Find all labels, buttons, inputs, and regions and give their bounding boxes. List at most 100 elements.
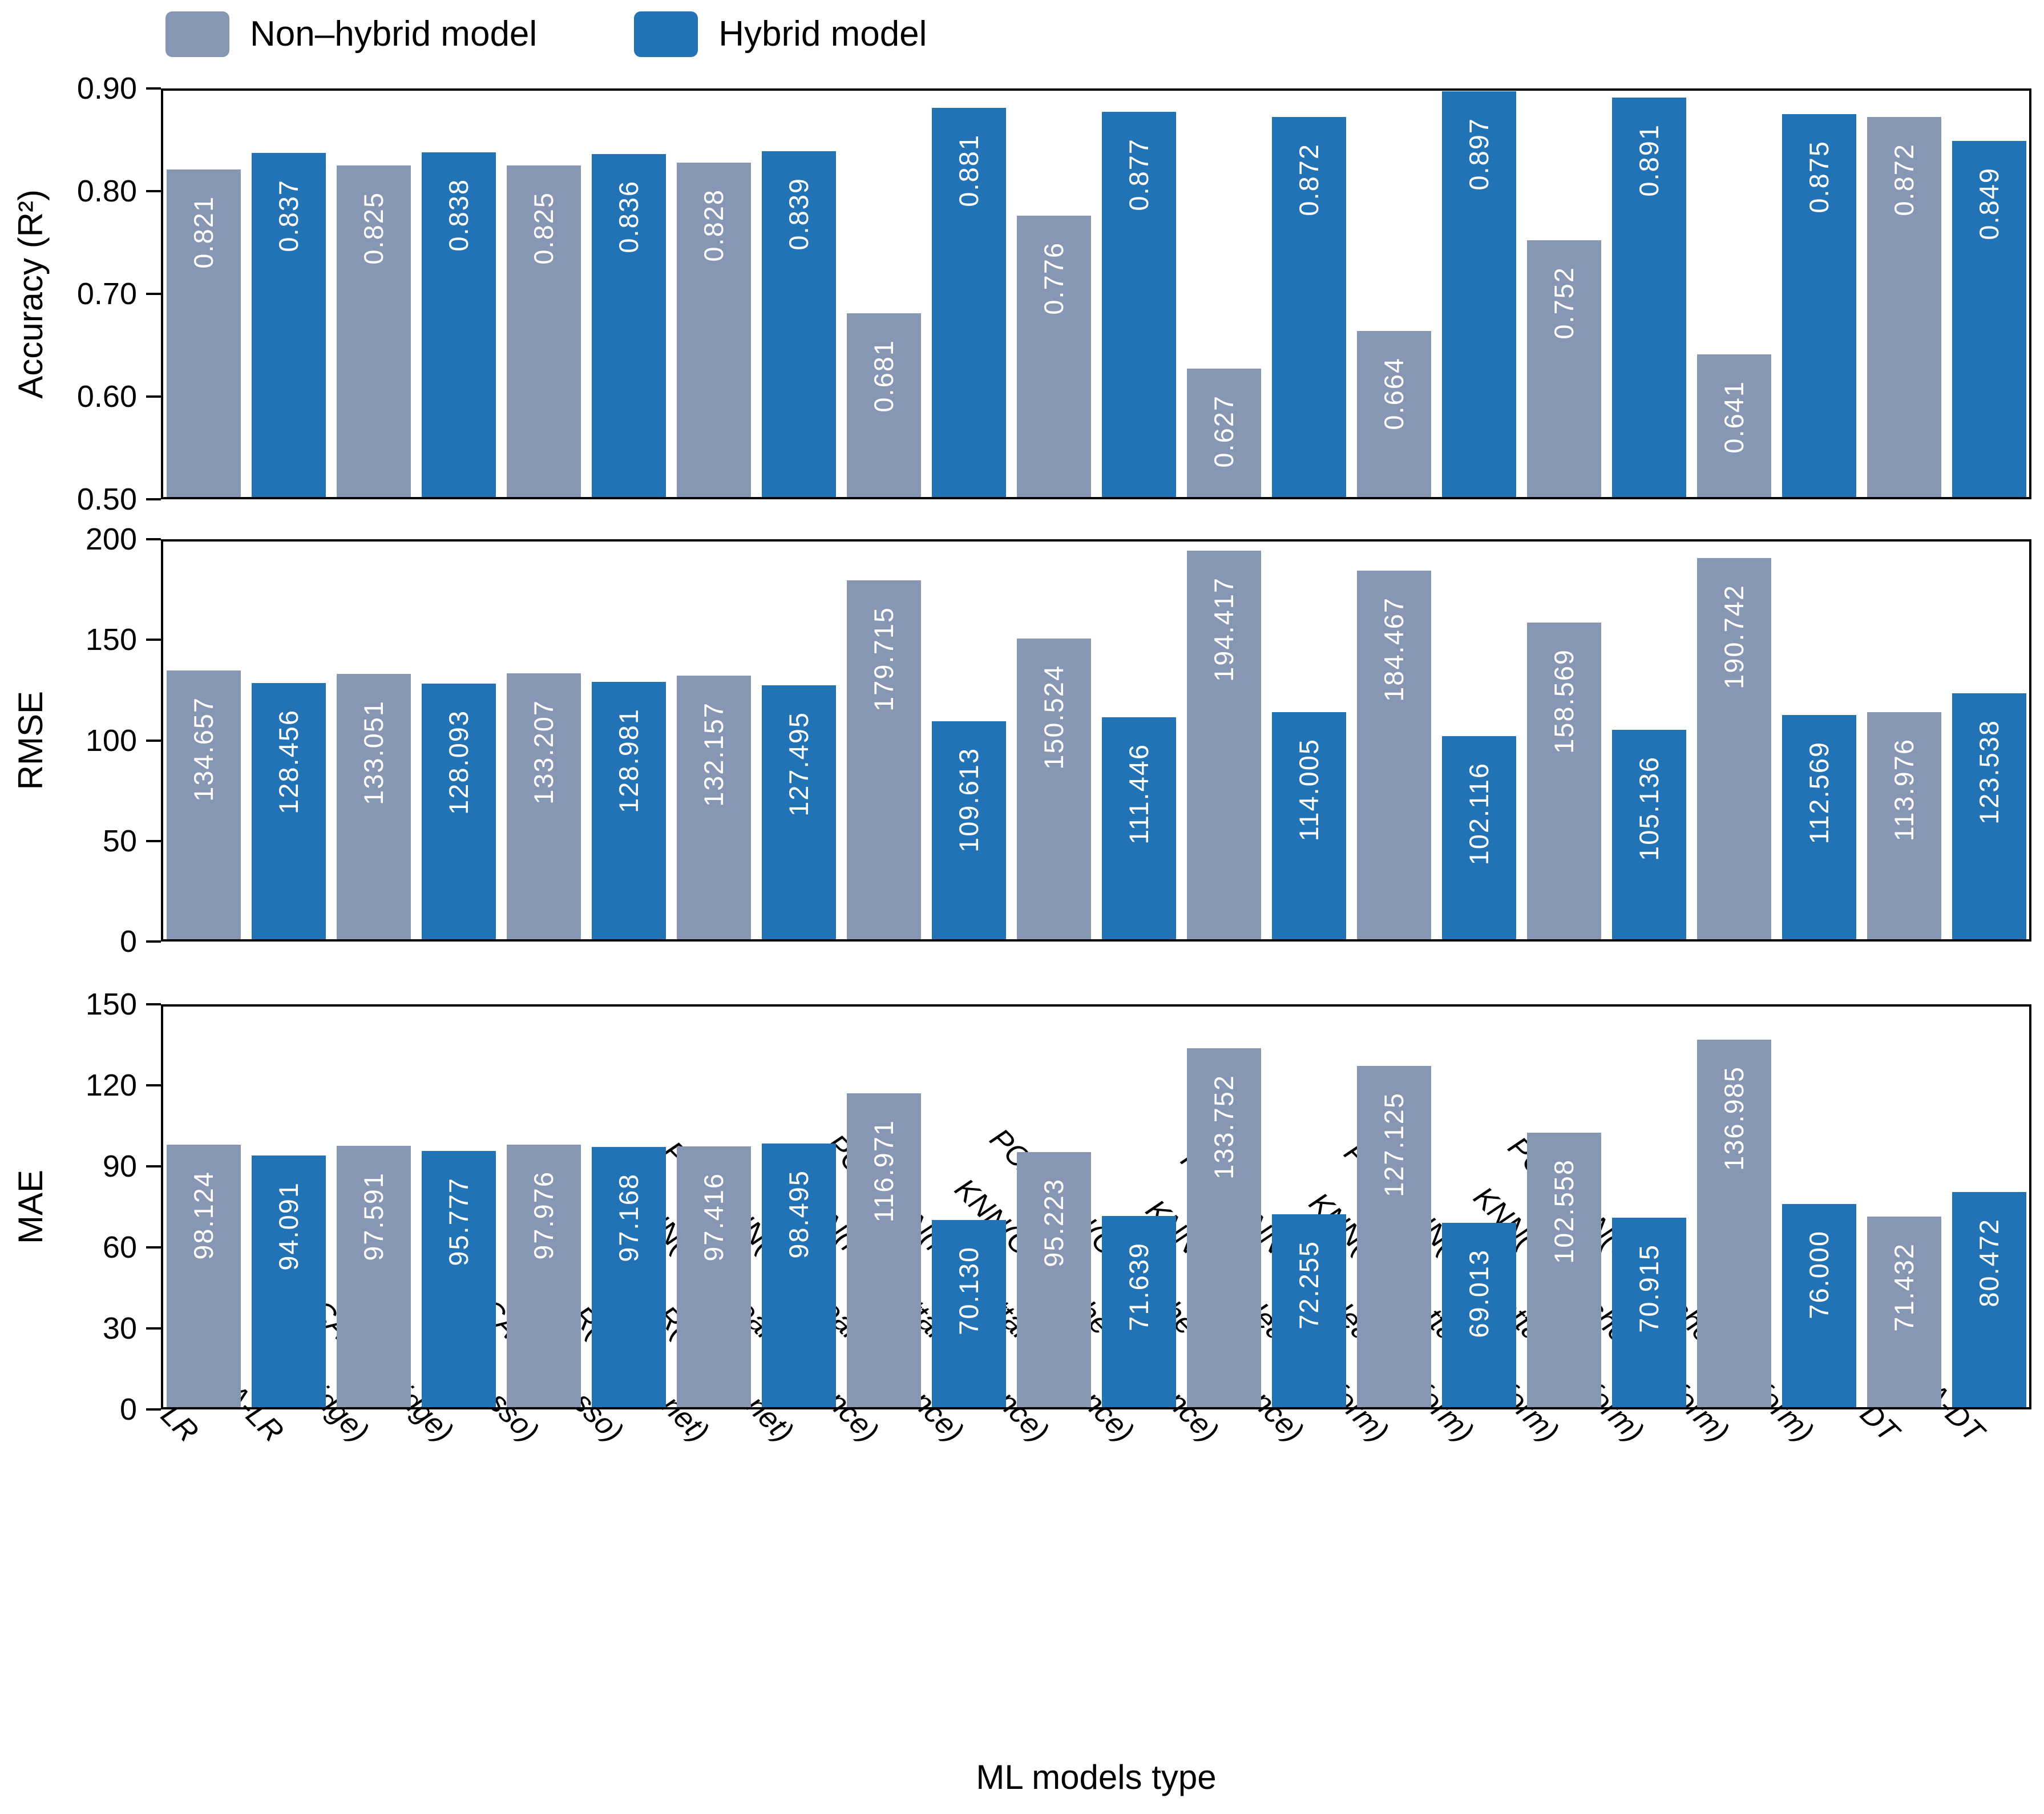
- y-tick-mark: [146, 498, 161, 500]
- legend-label-non-hybrid: Non–hybrid model: [250, 14, 538, 54]
- y-tick-mark: [146, 1003, 161, 1005]
- bar: 0.681: [846, 313, 921, 499]
- bar: 109.613: [931, 721, 1006, 942]
- y-tick-mark: [146, 839, 161, 842]
- bar: 98.495: [761, 1143, 836, 1409]
- bar: 0.828: [676, 162, 751, 499]
- bar: 128.981: [591, 682, 666, 942]
- y-tick-label: 120: [85, 1068, 137, 1102]
- y-tick-mark: [146, 538, 161, 540]
- plot-area-accuracy: [161, 88, 2031, 499]
- plot-area-mae: [161, 1004, 2031, 1409]
- bar: 133.207: [506, 673, 581, 942]
- y-tick-label: 200: [85, 522, 137, 556]
- y-tick-mark: [146, 395, 161, 398]
- y-tick-label: 90: [102, 1149, 137, 1183]
- bar: 113.976: [1867, 712, 1941, 942]
- y-tick-mark: [146, 1246, 161, 1249]
- y-tick-mark: [146, 639, 161, 641]
- bar: 0.839: [761, 151, 836, 499]
- y-tick-mark: [146, 1408, 161, 1411]
- bar: 134.657: [166, 670, 241, 942]
- bar: 94.091: [251, 1155, 326, 1409]
- bar: 136.985: [1696, 1039, 1771, 1409]
- bar: 70.915: [1611, 1218, 1686, 1409]
- legend-swatch-hybrid: [634, 11, 698, 57]
- bar: 71.432: [1867, 1216, 1941, 1409]
- bar: 133.752: [1186, 1048, 1261, 1409]
- bar: 0.872: [1271, 117, 1346, 499]
- bar: 69.013: [1441, 1223, 1516, 1409]
- legend-swatch-non-hybrid: [165, 11, 229, 57]
- legend: Non–hybrid model Hybrid model: [165, 7, 927, 62]
- bar: 179.715: [846, 580, 921, 942]
- bar: 0.627: [1186, 369, 1261, 499]
- bar: 158.569: [1526, 623, 1601, 942]
- bar: 105.136: [1611, 730, 1686, 942]
- bar: 0.838: [421, 152, 496, 499]
- legend-item-non-hybrid: Non–hybrid model: [165, 11, 537, 57]
- bar: 194.417: [1186, 550, 1261, 942]
- bar: 184.467: [1356, 570, 1431, 942]
- bar: 0.836: [591, 154, 666, 499]
- bar: 102.558: [1526, 1132, 1601, 1409]
- bar: 70.130: [931, 1220, 1006, 1409]
- y-tick-mark: [146, 1165, 161, 1167]
- bar: 0.891: [1611, 98, 1686, 499]
- bar: 97.168: [591, 1147, 666, 1409]
- y-tick-label: 0.50: [76, 482, 137, 516]
- bar: 112.569: [1782, 715, 1856, 942]
- y-tick-mark: [146, 739, 161, 742]
- bar: 0.875: [1782, 114, 1856, 499]
- bar: 133.051: [336, 673, 411, 942]
- bar: 127.125: [1356, 1066, 1431, 1409]
- bar: 97.591: [336, 1146, 411, 1409]
- y-tick-label: 30: [102, 1311, 137, 1346]
- bar: 0.752: [1526, 240, 1601, 499]
- x-axis-title: ML models type: [976, 1758, 1217, 1796]
- y-tick-label: 0.70: [76, 277, 137, 311]
- bar: 71.639: [1101, 1215, 1176, 1409]
- y-tick-label: 0.60: [76, 379, 137, 414]
- bar: 0.837: [251, 153, 326, 499]
- bar: 95.223: [1016, 1152, 1091, 1409]
- bar: 116.971: [846, 1093, 921, 1409]
- bar: 0.664: [1356, 330, 1431, 499]
- bar: 0.641: [1696, 354, 1771, 499]
- bar: 123.538: [1952, 693, 2026, 942]
- bar: 128.093: [421, 684, 496, 942]
- y-tick-mark: [146, 293, 161, 295]
- bar: 0.825: [336, 165, 411, 499]
- bar: 0.872: [1867, 117, 1941, 499]
- y-tick-label: 0.90: [76, 71, 137, 106]
- bar: 150.524: [1016, 639, 1091, 942]
- y-tick-label: 60: [102, 1230, 137, 1264]
- bar: 0.877: [1101, 112, 1176, 499]
- bar: 102.116: [1441, 736, 1516, 942]
- legend-item-hybrid: Hybrid model: [634, 11, 927, 57]
- y-tick-mark: [146, 940, 161, 943]
- bar: 95.777: [421, 1150, 496, 1409]
- bar: 132.157: [676, 676, 751, 942]
- bar: 76.000: [1782, 1204, 1856, 1409]
- y-tick-mark: [146, 1084, 161, 1086]
- bar: 190.742: [1696, 557, 1771, 942]
- y-tick-label: 0.80: [76, 174, 137, 208]
- bar: 114.005: [1271, 712, 1346, 942]
- y-tick-mark: [146, 1327, 161, 1330]
- bar: 97.976: [506, 1145, 581, 1409]
- legend-label-hybrid: Hybrid model: [718, 14, 927, 54]
- y-axis-label-holder-mae: MAE: [5, 1004, 56, 1409]
- bar: 98.124: [166, 1144, 241, 1409]
- plot-area-rmse: [161, 539, 2031, 942]
- bar: 0.881: [931, 108, 1006, 499]
- y-tick-label: 100: [85, 723, 137, 758]
- bar: 0.821: [166, 169, 241, 499]
- y-tick-label: 50: [102, 823, 137, 858]
- bar: 0.897: [1441, 91, 1516, 499]
- bar: 72.255: [1271, 1214, 1346, 1409]
- y-tick-label: 0: [119, 1392, 137, 1427]
- y-tick-mark: [146, 190, 161, 192]
- y-tick-label: 150: [85, 623, 137, 657]
